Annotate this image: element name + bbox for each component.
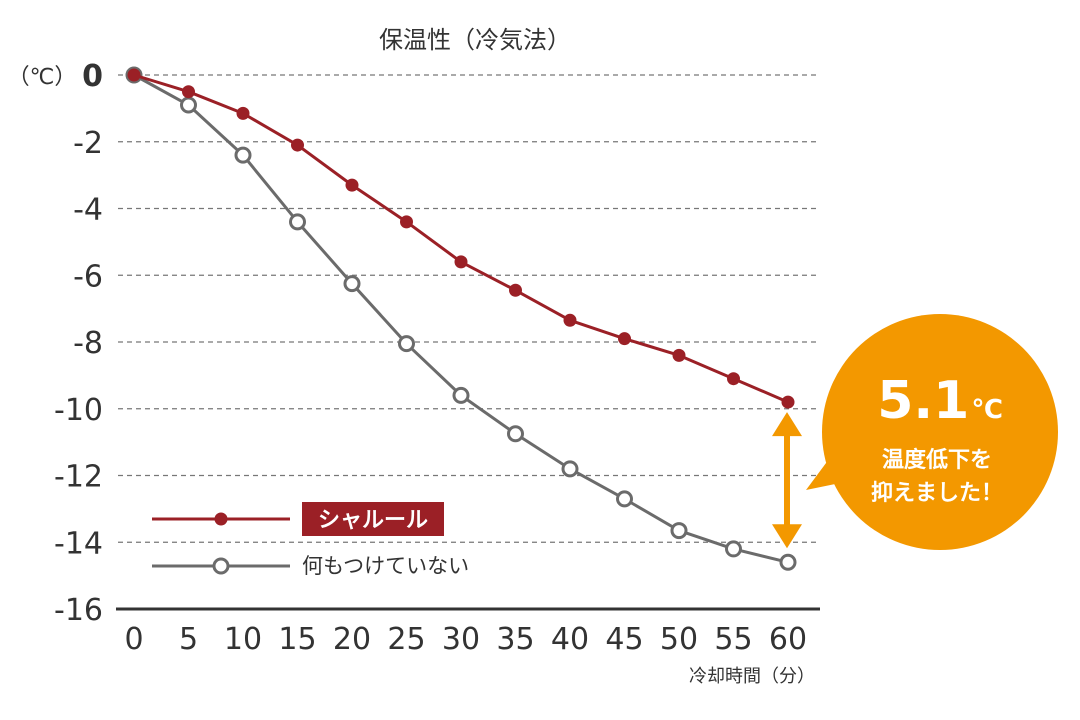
y-tick-label: -16 (54, 593, 103, 628)
data-point (507, 425, 524, 443)
data-point (182, 85, 195, 99)
x-tick-label: 30 (442, 622, 480, 657)
x-tick-label: 0 (124, 622, 143, 657)
difference-arrow (772, 412, 802, 549)
data-point (454, 255, 468, 269)
data-point (345, 178, 359, 192)
data-point (727, 372, 740, 386)
data-point (398, 335, 415, 353)
data-point (781, 395, 795, 409)
x-tick-labels: 0 5 10 15 20 25 30 35 40 45 50 55 60 (124, 622, 807, 657)
legend: シャルール 何もつけていない (152, 502, 469, 578)
x-tick-label: 25 (387, 622, 425, 657)
y-tick-labels: 0 -2 -4 -6 -8 -10 -12 -14 -16 (54, 59, 103, 628)
data-point (180, 96, 197, 114)
legend-label-charleur: シャルール (318, 508, 428, 533)
chart-title: 保温性（冷気法） (379, 26, 571, 54)
callout-value-group: 5.1℃ (877, 371, 1003, 431)
callout-unit: ℃ (971, 395, 1002, 425)
data-point (563, 313, 577, 327)
legend-badge-charleur (302, 502, 444, 536)
data-point (400, 215, 413, 229)
y-tick-label: -14 (54, 526, 103, 561)
legend-marker-none (212, 557, 230, 575)
x-tick-label: 10 (224, 622, 262, 657)
callout-bubble: 5.1℃ 温度低下を 抑えました！ (806, 314, 1058, 550)
y-axis-unit: （℃） (8, 65, 77, 90)
legend-label-none: 何もつけていない (302, 554, 469, 578)
arrow-head-top (772, 412, 802, 437)
callout-circle (822, 314, 1058, 550)
x-tick-label: 40 (551, 622, 589, 657)
y-tick-label: -10 (54, 393, 103, 428)
callout-text-line2: 抑えました！ (871, 481, 1003, 506)
x-tick-label: 55 (714, 622, 752, 657)
data-point (672, 348, 686, 362)
legend-marker-charleur (214, 512, 228, 526)
gridlines (118, 74, 820, 543)
x-axis-label: 冷却時間（分） (689, 666, 815, 687)
data-point (343, 275, 361, 293)
y-tick-label: -6 (73, 259, 103, 294)
data-point (452, 386, 470, 404)
x-tick-label: 50 (660, 622, 698, 657)
series-line-1 (133, 73, 789, 564)
y-tick-label: -12 (54, 460, 103, 495)
arrow-head-bottom (772, 524, 802, 549)
y-tick-label: -2 (73, 126, 103, 161)
x-tick-label: 15 (278, 622, 316, 657)
data-point (236, 106, 250, 120)
x-tick-label: 35 (496, 622, 534, 657)
data-point (127, 68, 141, 82)
data-point (618, 332, 631, 346)
data-point (725, 540, 742, 558)
data-point (779, 553, 797, 571)
y-tick-label: -4 (73, 193, 103, 228)
data-point (234, 146, 252, 164)
series-line-0 (133, 73, 789, 404)
data-point (289, 213, 306, 231)
x-tick-label: 45 (605, 622, 643, 657)
x-tick-label: 5 (179, 622, 198, 657)
x-tick-label: 20 (333, 622, 371, 657)
data-point (291, 138, 304, 152)
data-point (670, 522, 688, 540)
series-group (125, 66, 797, 571)
y-tick-label: -8 (73, 326, 103, 361)
callout-text-line1: 温度低下を (882, 447, 992, 473)
data-point (616, 490, 633, 508)
x-tick-label: 60 (769, 622, 807, 657)
callout-value: 5.1 (877, 371, 969, 431)
y-tick-label: 0 (82, 59, 103, 94)
data-point (561, 460, 579, 478)
data-point (509, 283, 522, 297)
